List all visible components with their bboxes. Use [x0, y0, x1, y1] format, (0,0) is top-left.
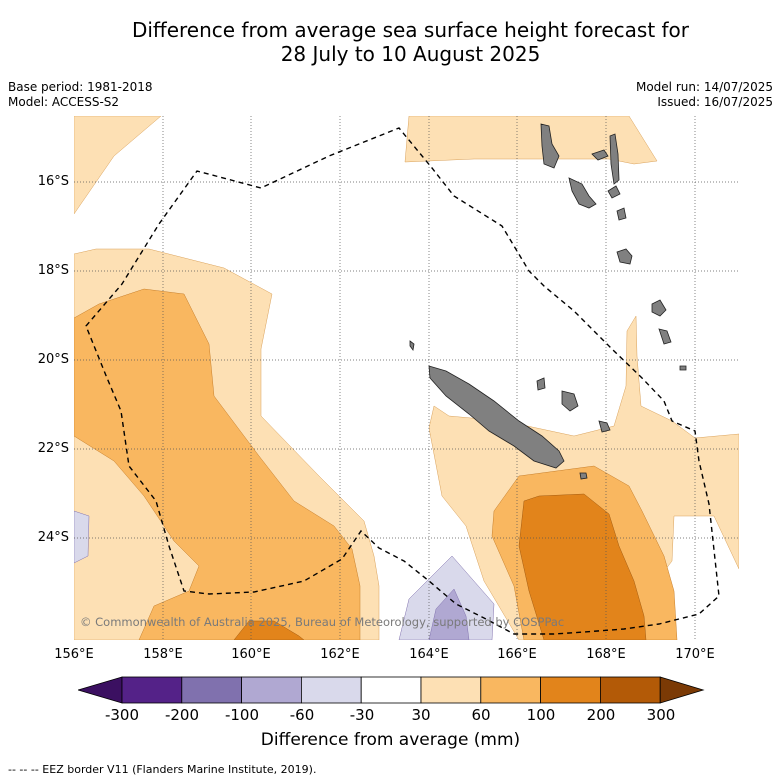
- eez-footnote: -- -- -- EEZ border V11 (Flanders Marine…: [8, 763, 317, 776]
- lon-label-158e: 158°E: [143, 647, 183, 662]
- colorbar-tick: -30: [349, 706, 375, 724]
- colorbar-segment: [121, 676, 183, 704]
- lon-label-170e: 170°E: [675, 647, 715, 662]
- colorbar-tick: 100: [526, 706, 556, 724]
- lat-label-22s: 22°S: [37, 441, 69, 456]
- colorbar-tick: -300: [104, 706, 140, 724]
- new-caledonia: [428, 365, 565, 469]
- lon-label-164e: 164°E: [409, 647, 449, 662]
- copyright-notice: © Commonwealth of Australia 2025, Bureau…: [80, 615, 565, 629]
- issued-date: Issued: 16/07/2025: [657, 95, 773, 109]
- lon-label-166e: 166°E: [497, 647, 537, 662]
- land-masses: [409, 123, 687, 480]
- colorbar-arrow-low: [78, 676, 123, 704]
- colorbar-segment: [540, 676, 601, 704]
- colorbar-segment: [600, 676, 661, 704]
- anomaly-negative-regions: [74, 510, 495, 640]
- lat-label-24s: 24°S: [37, 530, 69, 545]
- anomaly-100-200-regions: [233, 493, 647, 640]
- model-name: Model: ACCESS-S2: [8, 95, 120, 109]
- colorbar-tick: 30: [411, 706, 431, 724]
- colorbar-tick: 200: [586, 706, 616, 724]
- colorbar-segment: [420, 676, 482, 704]
- title-line-1: Difference from average sea surface heig…: [131, 18, 690, 42]
- colorbar-arrow-high: [659, 676, 705, 704]
- lon-label-162e: 162°E: [320, 647, 360, 662]
- lon-label-160e: 160°E: [231, 647, 271, 662]
- colorbar-segment: [241, 676, 302, 704]
- base-period: Base period: 1981-2018: [8, 80, 153, 94]
- lon-label-168e: 168°E: [586, 647, 626, 662]
- meta-left: Base period: 1981-2018 Model: ACCESS-S2: [8, 80, 153, 110]
- colorbar-tick: 60: [471, 706, 491, 724]
- colorbar-tick: 300: [646, 706, 676, 724]
- chart-title: Difference from average sea surface heig…: [0, 18, 781, 66]
- sea-height-map: [74, 116, 739, 640]
- colorbar-title: Difference from average (mm): [260, 730, 521, 750]
- colorbar-segment: [181, 676, 243, 704]
- graticule: [74, 116, 739, 640]
- colorbar: [78, 676, 705, 704]
- title-line-2: 28 July to 10 August 2025: [280, 42, 541, 66]
- colorbar-segment: [480, 676, 541, 704]
- meta-right: Model run: 14/07/2025 Issued: 16/07/2025: [636, 80, 773, 110]
- colorbar-segment: [300, 676, 362, 704]
- lat-label-18s: 18°S: [37, 263, 69, 278]
- model-run: Model run: 14/07/2025: [635, 80, 773, 94]
- colorbar-tick: -60: [289, 706, 315, 724]
- lat-label-20s: 20°S: [37, 352, 69, 367]
- colorbar-segment: [360, 676, 422, 704]
- lat-label-16s: 16°S: [37, 174, 69, 189]
- colorbar-tick: -100: [224, 706, 260, 724]
- eez-border: [85, 127, 720, 635]
- colorbar-tick: -200: [164, 706, 200, 724]
- lon-label-156e: 156°E: [54, 647, 94, 662]
